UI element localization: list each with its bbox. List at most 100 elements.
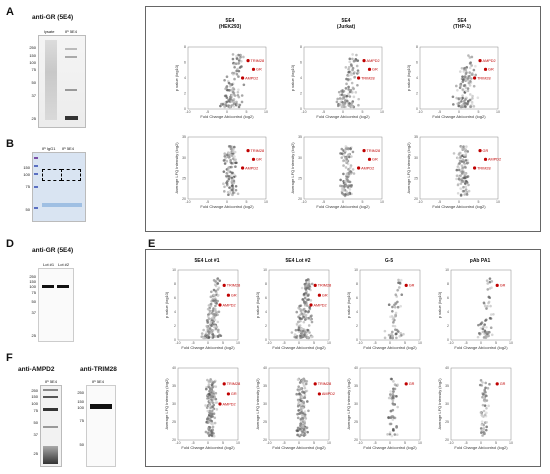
data-point — [486, 288, 490, 291]
data-point — [393, 324, 397, 328]
data-point — [335, 100, 339, 104]
data-point — [347, 92, 350, 96]
data-point — [463, 163, 467, 166]
data-point — [470, 73, 474, 76]
data-point — [213, 421, 217, 425]
data-point — [299, 308, 302, 311]
data-point — [298, 381, 302, 384]
data-point — [480, 414, 484, 418]
data-point — [459, 96, 463, 100]
data-point — [223, 190, 226, 193]
data-point — [295, 334, 299, 338]
data-point — [461, 170, 464, 174]
data-point — [303, 303, 307, 307]
plot-axes — [187, 136, 267, 200]
panel-a-mw: 75 — [31, 67, 36, 72]
panel-f-left-mw: 150 — [31, 394, 38, 399]
data-point — [305, 304, 309, 307]
data-point — [207, 304, 211, 307]
panel-a-band — [65, 56, 77, 58]
data-point — [299, 411, 303, 415]
panel-f-left-mw: 75 — [33, 408, 38, 413]
x-tick-label: -5 — [438, 110, 441, 114]
data-point — [347, 74, 350, 78]
highlight-point — [251, 67, 256, 71]
data-point — [350, 105, 354, 108]
data-point — [304, 390, 307, 393]
panel-c-title-2: 5E4 (Jurkat) — [336, 18, 356, 30]
data-point — [240, 100, 244, 104]
data-point — [206, 328, 210, 331]
data-point — [213, 318, 217, 322]
data-point — [458, 161, 461, 165]
data-point — [350, 81, 354, 85]
data-point — [216, 282, 220, 285]
panel-a-lane-2: IP 5E4 — [65, 29, 77, 34]
data-point — [233, 145, 236, 149]
data-point — [302, 320, 306, 324]
data-point — [237, 105, 241, 109]
data-point — [205, 324, 208, 328]
panel-b-mw: 100 — [23, 172, 30, 177]
data-point — [399, 278, 403, 282]
highlight-label: AMPD2 — [367, 59, 380, 63]
highlight-point — [478, 59, 482, 63]
panel-a-mw: 25 — [31, 116, 36, 121]
data-point — [296, 433, 299, 437]
data-point — [240, 60, 243, 63]
data-point — [481, 330, 485, 334]
data-point — [347, 192, 350, 195]
data-point — [464, 98, 467, 101]
data-point — [482, 409, 486, 413]
data-point — [202, 336, 205, 340]
data-point — [452, 152, 456, 155]
y-tick-label: 30 — [445, 402, 449, 406]
data-point — [205, 318, 209, 322]
data-point — [296, 416, 300, 420]
data-point — [301, 413, 304, 417]
x-tick-label: -5 — [373, 441, 376, 445]
data-point — [344, 145, 348, 148]
panel-a-blot — [38, 35, 86, 128]
data-point — [397, 278, 400, 282]
data-point — [230, 188, 234, 192]
plot-axes — [450, 269, 512, 341]
data-point — [392, 380, 395, 383]
data-point — [481, 434, 484, 437]
data-point — [452, 103, 455, 106]
data-point — [303, 415, 307, 418]
y-tick-label: 20 — [298, 197, 302, 201]
data-point — [474, 64, 477, 68]
x-axis-label: Fold Change Ab/control (log2) — [200, 114, 254, 119]
data-point — [468, 66, 472, 70]
panel-d-band — [57, 285, 69, 288]
y-axis-label: p value (log10) — [255, 291, 260, 318]
data-point — [307, 282, 311, 286]
x-tick-label: -5 — [464, 341, 467, 345]
data-point — [301, 416, 304, 420]
data-point — [220, 102, 223, 106]
y-tick-label: 25 — [298, 177, 302, 181]
y-tick-label: 4 — [174, 310, 176, 314]
data-point — [305, 380, 309, 383]
data-point — [468, 84, 472, 87]
data-point — [231, 193, 234, 197]
highlight-label: GR — [322, 294, 328, 298]
highlight-point — [226, 293, 230, 297]
panel-a-band — [65, 48, 77, 50]
data-point — [347, 172, 351, 176]
data-point — [225, 86, 228, 89]
data-point — [242, 55, 245, 59]
y-tick-label: 8 — [447, 282, 449, 286]
data-point — [304, 313, 308, 317]
y-tick-label: 2 — [265, 324, 267, 328]
data-point — [485, 307, 488, 310]
data-point — [470, 55, 474, 59]
data-point — [206, 321, 210, 324]
panel-a-title: anti-GR (5E4) — [32, 14, 74, 21]
data-point — [347, 88, 350, 91]
plot-axes — [450, 367, 512, 441]
data-point — [347, 65, 351, 69]
data-point — [210, 395, 213, 398]
data-point — [230, 161, 233, 165]
